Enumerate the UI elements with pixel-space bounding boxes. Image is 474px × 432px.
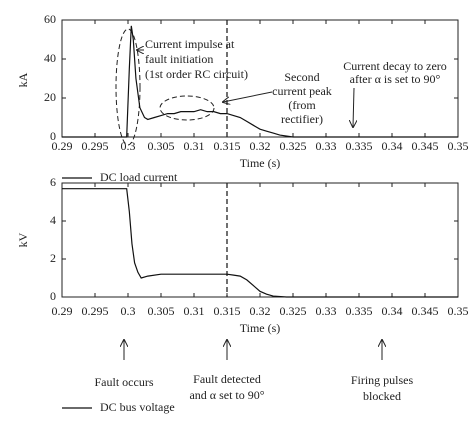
annotation: Fault occurs: [95, 375, 154, 389]
annotation: blocked: [363, 389, 401, 403]
x-tick-label: 0.34: [382, 139, 403, 153]
annotation: (1st order RC circuit): [145, 67, 248, 81]
annotation: after α is set to 90°: [350, 72, 441, 86]
x-axis-label: Time (s): [240, 156, 281, 170]
x-tick-label: 0.35: [448, 139, 469, 153]
data-line: [62, 25, 458, 138]
x-tick-label: 0.315: [214, 304, 241, 318]
y-tick-label: 20: [44, 90, 56, 104]
x-tick-label: 0.29: [52, 139, 73, 153]
x-tick-label: 0.33: [316, 139, 337, 153]
x-tick-label: 0.3: [121, 304, 136, 318]
x-tick-label: 0.29: [52, 304, 73, 318]
arrow: [353, 87, 354, 127]
x-tick-label: 0.325: [280, 139, 307, 153]
x-tick-label: 0.305: [148, 139, 175, 153]
x-tick-label: 0.32: [250, 304, 271, 318]
x-tick-label: 0.295: [82, 139, 109, 153]
x-tick-label: 0.35: [448, 304, 469, 318]
x-tick-label: 0.315: [214, 139, 241, 153]
y-tick-label: 4: [50, 213, 56, 227]
annotation: Current decay to zero: [343, 59, 447, 73]
annotation: Current impulse at: [145, 37, 235, 51]
annotation: rectifier): [281, 112, 323, 126]
annotation: current peak: [272, 84, 332, 98]
annotation: Firing pulses: [351, 373, 414, 387]
y-tick-label: 0: [50, 129, 56, 143]
highlight-ellipse: [115, 28, 141, 146]
annotation: (from: [288, 98, 316, 112]
x-tick-label: 0.32: [250, 139, 271, 153]
highlight-ellipse: [159, 95, 215, 121]
x-tick-label: 0.31: [184, 304, 205, 318]
x-tick-label: 0.34: [382, 304, 403, 318]
arrow: [223, 91, 273, 102]
annotation: fault initiation: [145, 52, 213, 66]
y-tick-label: 2: [50, 251, 56, 265]
y-tick-label: 0: [50, 289, 56, 303]
x-tick-label: 0.345: [412, 304, 439, 318]
data-line: [62, 188, 458, 298]
x-tick-label: 0.345: [412, 139, 439, 153]
x-tick-label: 0.325: [280, 304, 307, 318]
x-tick-label: 0.335: [346, 139, 373, 153]
legend-label: DC bus voltage: [100, 400, 175, 414]
legend-label: DC load current: [100, 170, 178, 184]
y-tick-label: 60: [44, 12, 56, 26]
x-tick-label: 0.295: [82, 304, 109, 318]
x-tick-label: 0.335: [346, 304, 373, 318]
annotation: and α set to 90°: [189, 388, 264, 402]
x-axis-label: Time (s): [240, 321, 281, 335]
y-tick-label: 40: [44, 51, 56, 65]
plot-frame: [61, 182, 459, 298]
y-axis-label: kV: [16, 232, 30, 247]
x-tick-label: 0.305: [148, 304, 175, 318]
y-axis-label: kA: [16, 72, 30, 87]
y-tick-label: 6: [50, 175, 56, 189]
x-tick-label: 0.3: [121, 139, 136, 153]
annotation: Second: [284, 70, 319, 84]
x-tick-label: 0.31: [184, 139, 205, 153]
annotation: Fault detected: [193, 372, 261, 386]
x-tick-label: 0.33: [316, 304, 337, 318]
